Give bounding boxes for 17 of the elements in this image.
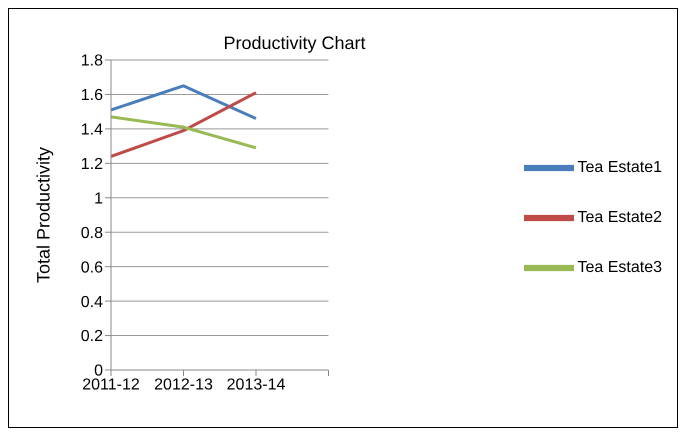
y-tick-label: 0.6 bbox=[80, 259, 104, 276]
y-tick-label: 1.2 bbox=[80, 156, 104, 174]
y-tick-label: 0.2 bbox=[80, 328, 104, 346]
legend-label: Tea Estate3 bbox=[578, 259, 662, 276]
y-tick-label: 0.8 bbox=[80, 224, 104, 242]
x-tick-label: 2011-12 bbox=[82, 376, 140, 394]
y-tick-label: 1 bbox=[94, 190, 104, 208]
y-tick-label: 0.4 bbox=[80, 294, 104, 311]
legend-label: Tea Estate2 bbox=[578, 209, 662, 226]
y-axis-title: Total Productivity bbox=[33, 146, 54, 284]
y-tick-label: 1.4 bbox=[80, 122, 104, 139]
x-tick-label: 2012-13 bbox=[154, 376, 213, 394]
x-tick-label: 2013-14 bbox=[226, 376, 286, 394]
y-tick-label: 1.8 bbox=[80, 52, 104, 70]
legend-label: Tea Estate1 bbox=[578, 159, 662, 176]
y-tick-label: 1.6 bbox=[80, 87, 104, 104]
chart-title: Productivity Chart bbox=[222, 33, 367, 54]
